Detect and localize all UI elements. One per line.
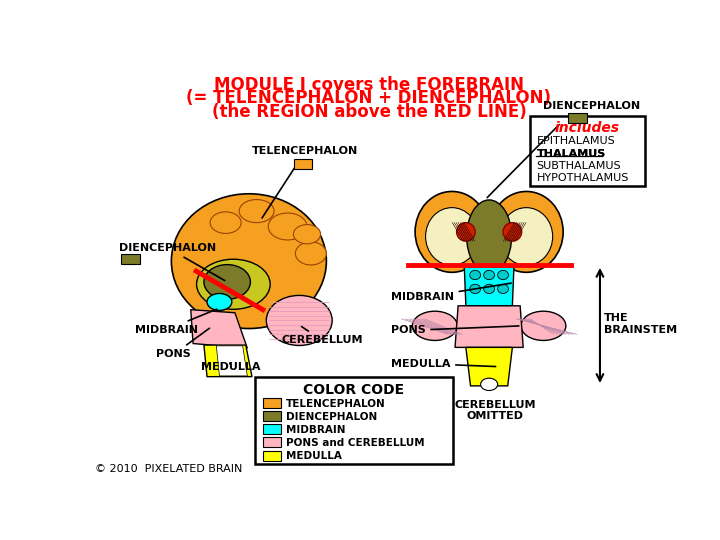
Text: SUBTHALAMUS: SUBTHALAMUS [536,161,621,171]
Ellipse shape [295,242,326,265]
Ellipse shape [503,222,522,241]
Text: TELENCEPHALON: TELENCEPHALON [252,146,359,218]
Ellipse shape [500,208,553,265]
Text: MEDULLA: MEDULLA [286,451,342,461]
Ellipse shape [269,213,307,240]
Text: EPITHALAMUS: EPITHALAMUS [536,137,615,146]
Ellipse shape [456,222,475,241]
Ellipse shape [521,311,566,340]
Ellipse shape [484,284,495,294]
Ellipse shape [294,225,320,244]
Ellipse shape [239,200,274,222]
Bar [530,116,645,186]
Ellipse shape [266,295,332,346]
Ellipse shape [207,294,232,310]
Polygon shape [455,306,523,347]
Ellipse shape [413,311,457,340]
Text: DIENCEPHALON: DIENCEPHALON [286,412,377,422]
Ellipse shape [484,271,495,280]
Text: MIDBRAIN: MIDBRAIN [135,309,217,335]
Bar [263,411,282,421]
Text: (the REGION above the RED LINE): (the REGION above the RED LINE) [212,103,526,122]
Text: CEREBELLUM: CEREBELLUM [282,327,364,346]
Polygon shape [216,346,248,376]
Text: THALAMUS: THALAMUS [536,148,606,159]
Text: COLOR CODE: COLOR CODE [303,383,405,397]
Ellipse shape [426,208,478,265]
Text: (= TELENCEPHALON + DIENCEPHALON): (= TELENCEPHALON + DIENCEPHALON) [186,90,552,107]
Ellipse shape [490,192,563,272]
Ellipse shape [204,265,251,299]
Bar [263,424,282,434]
Text: DIENCEPHALON: DIENCEPHALON [544,101,641,111]
Ellipse shape [467,200,512,273]
Bar [121,254,140,264]
Text: MIDBRAIN: MIDBRAIN [286,425,346,435]
Bar [255,377,453,464]
Ellipse shape [415,192,489,272]
Bar [263,437,282,448]
Text: MEDULLA: MEDULLA [202,362,261,372]
Bar [568,112,587,123]
Ellipse shape [197,259,270,309]
Ellipse shape [171,194,326,328]
Polygon shape [464,267,514,306]
Ellipse shape [498,284,508,294]
Ellipse shape [469,271,481,280]
Text: PONS: PONS [391,326,519,335]
Text: PONS: PONS [156,328,210,359]
Polygon shape [466,347,513,386]
Text: MEDULLA: MEDULLA [391,359,495,369]
Text: THE
BRAINSTEM: THE BRAINSTEM [604,314,677,335]
Text: DIENCEPHALON: DIENCEPHALON [120,243,225,281]
Bar [263,450,282,461]
Polygon shape [204,345,252,377]
Text: © 2010  PIXELATED BRAIN: © 2010 PIXELATED BRAIN [94,464,242,475]
Ellipse shape [210,212,241,233]
Text: HYPOTHALAMUS: HYPOTHALAMUS [536,173,629,184]
Text: includes: includes [555,121,620,135]
Text: MODULE I covers the FOREBRAIN: MODULE I covers the FOREBRAIN [214,76,524,93]
Text: THALAMUS: THALAMUS [536,148,606,159]
Text: TELENCEPHALON: TELENCEPHALON [286,399,386,409]
Bar [263,398,282,408]
Ellipse shape [481,378,498,390]
Text: MIDBRAIN: MIDBRAIN [391,283,511,302]
Polygon shape [191,309,248,348]
Text: CEREBELLUM
OMITTED: CEREBELLUM OMITTED [454,400,536,421]
Text: PONS and CEREBELLUM: PONS and CEREBELLUM [286,438,425,448]
Ellipse shape [498,271,508,280]
Bar [294,159,312,168]
Ellipse shape [469,284,481,294]
